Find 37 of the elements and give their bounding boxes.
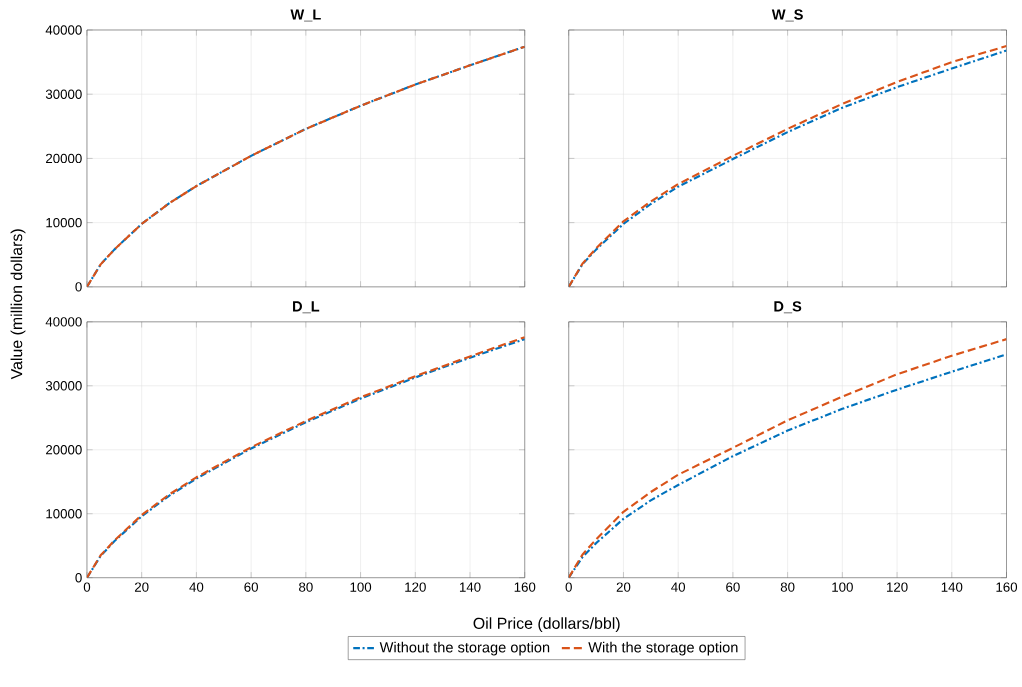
x-tick-label: 100 xyxy=(832,582,853,592)
chart-title: D_S xyxy=(774,301,802,314)
x-tick-label: 20 xyxy=(616,582,631,592)
line-series xyxy=(86,45,525,288)
x-tick-label: 140 xyxy=(941,582,963,592)
x-tick-label: 60 xyxy=(726,582,740,592)
x-tick-label: 120 xyxy=(887,582,908,592)
y-tick-label: 10000 xyxy=(46,509,82,519)
y-tick-label: 40000 xyxy=(45,25,82,35)
y-axis-title: Value (million dollars) xyxy=(10,229,26,380)
y-tick-label: 30000 xyxy=(45,89,82,100)
x-tick-label: 80 xyxy=(299,582,313,592)
chart-title: W_S xyxy=(771,9,803,22)
x-tick-label: 140 xyxy=(459,582,481,592)
legend-label: With the storage option xyxy=(588,641,738,656)
chart-title: D_L xyxy=(293,301,320,314)
legend-label: Without the storage option xyxy=(379,641,550,656)
y-tick-label: 20000 xyxy=(46,445,82,455)
y-tick-label: 10000 xyxy=(46,218,82,228)
y-tick-label: 30000 xyxy=(45,381,82,391)
x-tick-label: 40 xyxy=(671,582,686,592)
x-tick-label: 100 xyxy=(350,582,372,592)
x-tick-label: 20 xyxy=(134,582,149,592)
x-tick-label: 80 xyxy=(780,582,795,592)
y-tick-label: 40000 xyxy=(45,317,82,327)
x-tick-label: 40 xyxy=(189,582,204,592)
x-tick-label: 0 xyxy=(83,582,91,592)
x-tick-label: 0 xyxy=(565,582,572,592)
y-tick-label: 0 xyxy=(75,282,82,292)
x-tick-label: 120 xyxy=(405,582,426,592)
x-tick-label: 160 xyxy=(514,582,536,592)
x-tick-label: 160 xyxy=(996,582,1018,592)
x-tick-label: 60 xyxy=(244,582,258,592)
x-axis-title: Oil Price (dollars/bbl) xyxy=(473,617,620,633)
y-tick-label: 20000 xyxy=(46,153,82,164)
chart-title: W_L xyxy=(290,9,321,22)
y-tick-label: 0 xyxy=(75,573,82,583)
